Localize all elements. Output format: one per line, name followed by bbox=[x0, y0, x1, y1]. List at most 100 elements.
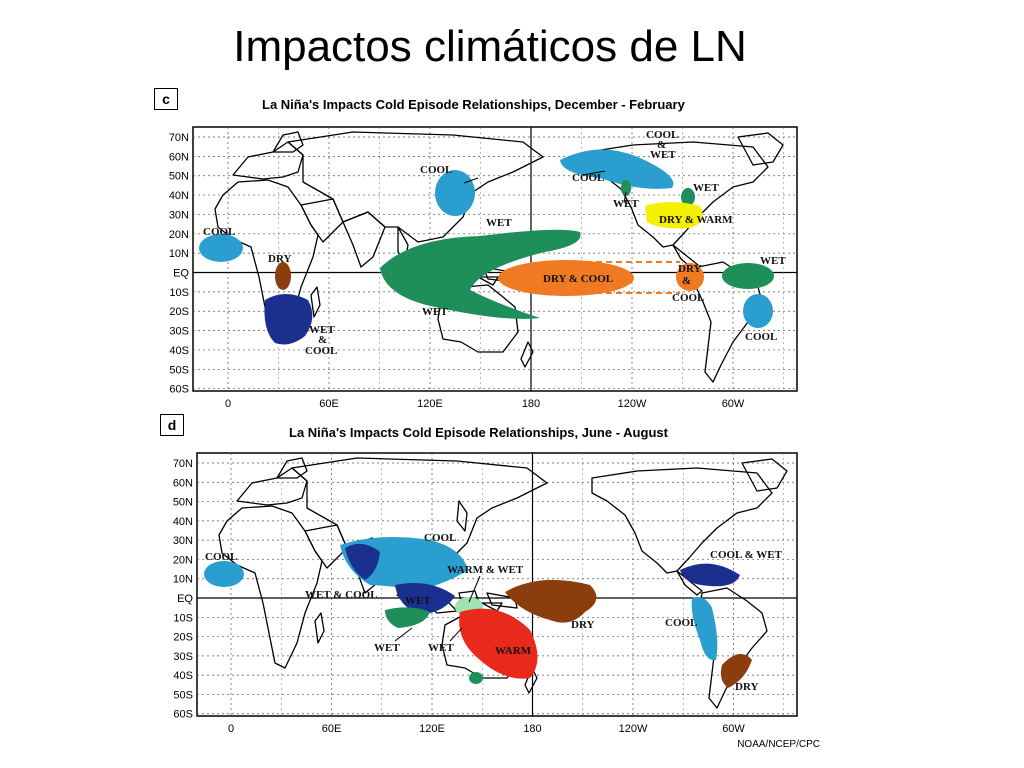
c-label-dry-warm: DRY & WARM bbox=[659, 214, 733, 226]
c-label-cool-west-africa: COOL bbox=[203, 226, 235, 238]
d-lat-label: 60N bbox=[173, 477, 193, 489]
d-coastline-4 bbox=[304, 524, 348, 569]
d-lat-label: EQ bbox=[177, 593, 193, 605]
d-lat-label: 40N bbox=[173, 516, 193, 528]
c-label-wet-cool-top: WET bbox=[309, 324, 335, 336]
c-zone-cool-se-brazil bbox=[743, 294, 773, 328]
c-lat-label: 20N bbox=[169, 229, 189, 241]
d-zone-wet-cool-indian bbox=[385, 607, 430, 628]
c-coastline-3 bbox=[272, 131, 304, 153]
d-label-cool-wet-caribbean: COOL & WET bbox=[710, 549, 783, 561]
c-label-wet-cool-bottom: COOL bbox=[305, 345, 337, 357]
d-label-dry-pacific: DRY bbox=[571, 619, 595, 631]
c-zone-wet-cool-southern-africa bbox=[264, 294, 313, 345]
c-lat-label: 70N bbox=[169, 132, 189, 144]
c-label-dry-cool-east-top: DRY bbox=[678, 263, 702, 275]
c-zone-wet-nw-coast bbox=[621, 180, 631, 196]
c-lat-label: 60S bbox=[169, 384, 189, 396]
d-lon-label: 120W bbox=[619, 723, 648, 735]
c-label-dry-cool-east-amp: & bbox=[682, 275, 691, 287]
panel-d-map: 70N 60N 50N 40N 30N 20N 10N EQ 10S 20S 30S 40S 50S 60… bbox=[173, 452, 798, 735]
c-coastline-14 bbox=[737, 132, 784, 166]
d-zone-cool-west-africa bbox=[204, 561, 244, 587]
c-lon-label: 0 bbox=[225, 398, 231, 410]
c-label-cool-amp-wet-amp: & bbox=[657, 139, 666, 151]
c-lat-label: 10S bbox=[169, 287, 189, 299]
c-lon-label: 120W bbox=[618, 398, 647, 410]
c-zone-dry-cool-pacific bbox=[498, 260, 634, 296]
d-label-wet-cool-indian: WET & COOL bbox=[305, 589, 378, 601]
c-coastline-2 bbox=[232, 141, 304, 180]
d-lat-label: 30S bbox=[173, 651, 193, 663]
panel-c-title: La Niña's Impacts Cold Episode Relations… bbox=[262, 97, 685, 112]
c-coastline-12 bbox=[520, 341, 534, 368]
d-arrow-wet-w bbox=[394, 627, 413, 642]
d-lon-label: 180 bbox=[523, 723, 541, 735]
slide-title: Impactos climáticos de LN bbox=[233, 22, 747, 71]
c-coastline-4 bbox=[300, 198, 344, 243]
d-zone-dry-pacific bbox=[505, 579, 597, 623]
panel-d-frame bbox=[196, 452, 798, 717]
d-zone-warm-australia bbox=[459, 608, 538, 679]
d-lat-label: 50S bbox=[173, 689, 193, 701]
c-arrow-cool-japan bbox=[463, 177, 479, 184]
c-lat-label: 60N bbox=[169, 151, 189, 163]
c-lon-label: 180 bbox=[522, 398, 540, 410]
d-coastline-2 bbox=[236, 467, 308, 506]
d-lat-label: 60S bbox=[173, 709, 193, 721]
c-label-wet-great-lakes: WET bbox=[693, 182, 719, 194]
d-label-wet-indonesia: WET bbox=[405, 595, 431, 607]
panel-c-grid: 70N 60N 50N 40N 30N 20N 10N EQ 10S 20S 30S 40S 50S 60… bbox=[169, 127, 797, 410]
d-lon-label: 60W bbox=[722, 723, 745, 735]
c-lat-label: 40N bbox=[169, 190, 189, 202]
c-label-wet-cool-amp: & bbox=[318, 334, 327, 346]
d-coastline-13 bbox=[591, 467, 773, 574]
d-coastline-14 bbox=[741, 458, 788, 492]
c-lat-label: 30N bbox=[169, 209, 189, 221]
c-label-wet-south-america: WET bbox=[760, 255, 786, 267]
c-zone-dry-warm-south-us bbox=[645, 202, 703, 229]
panel-d-title: La Niña's Impacts Cold Episode Relations… bbox=[289, 425, 668, 440]
c-lat-label: 30S bbox=[169, 326, 189, 338]
c-coastline-1 bbox=[310, 286, 321, 318]
c-zone-cool-wet-nw-america bbox=[560, 149, 674, 189]
c-lat-label: 50N bbox=[169, 171, 189, 183]
d-lat-label: 70N bbox=[173, 458, 193, 470]
d-lon-label: 120E bbox=[419, 723, 445, 735]
d-coastline-3 bbox=[276, 457, 308, 479]
c-zone-cool-west-africa bbox=[199, 234, 243, 262]
d-lat-label: 10S bbox=[173, 612, 193, 624]
d-lon-label: 60E bbox=[322, 723, 342, 735]
c-label-cool-nw-america: COOL bbox=[572, 172, 604, 184]
c-label-wet-nw-america: WET bbox=[613, 198, 639, 210]
d-arrow-wet-e bbox=[449, 627, 463, 642]
c-lat-label: EQ bbox=[173, 268, 189, 280]
panel-d-grid: 70N 60N 50N 40N 30N 20N 10N EQ 10S 20S 30S 40S 50S 60… bbox=[173, 453, 797, 735]
d-label-cool-sa-coast: COOL bbox=[665, 617, 697, 629]
d-coastline-8 bbox=[456, 500, 468, 532]
d-label-wet-w-australia: WET bbox=[374, 642, 400, 654]
d-lat-label: 10N bbox=[173, 574, 193, 586]
d-zone-dark-india bbox=[345, 543, 380, 580]
d-zone-cool-wet-caribbean bbox=[680, 563, 740, 587]
d-label-cool-west-africa: COOL bbox=[205, 551, 237, 563]
d-lat-label: 20N bbox=[173, 554, 193, 566]
d-arrow-warm-wet bbox=[468, 575, 481, 603]
d-label-warm-wet: WARM & WET bbox=[447, 564, 524, 576]
c-coastline-13 bbox=[587, 141, 769, 248]
c-coastline-11 bbox=[437, 284, 519, 353]
c-label-dry-east-africa: DRY bbox=[268, 253, 292, 265]
d-lat-label: 50N bbox=[173, 497, 193, 509]
d-coastline-1 bbox=[314, 612, 325, 644]
c-label-dry-cool-pacific: DRY & COOL bbox=[543, 273, 613, 285]
c-zone-wet-south-america bbox=[722, 263, 774, 289]
panel-d-tag: d bbox=[160, 414, 184, 436]
c-coastline-6 bbox=[287, 131, 544, 243]
c-arrow-cool bbox=[582, 170, 606, 176]
d-lat-label: 40S bbox=[173, 670, 193, 682]
d-label-warm-australia: WARM bbox=[495, 645, 532, 657]
d-zone-wet-se-australia bbox=[469, 672, 483, 684]
c-zone-wet-great-lakes bbox=[681, 188, 695, 206]
c-lon-label: 120E bbox=[417, 398, 443, 410]
